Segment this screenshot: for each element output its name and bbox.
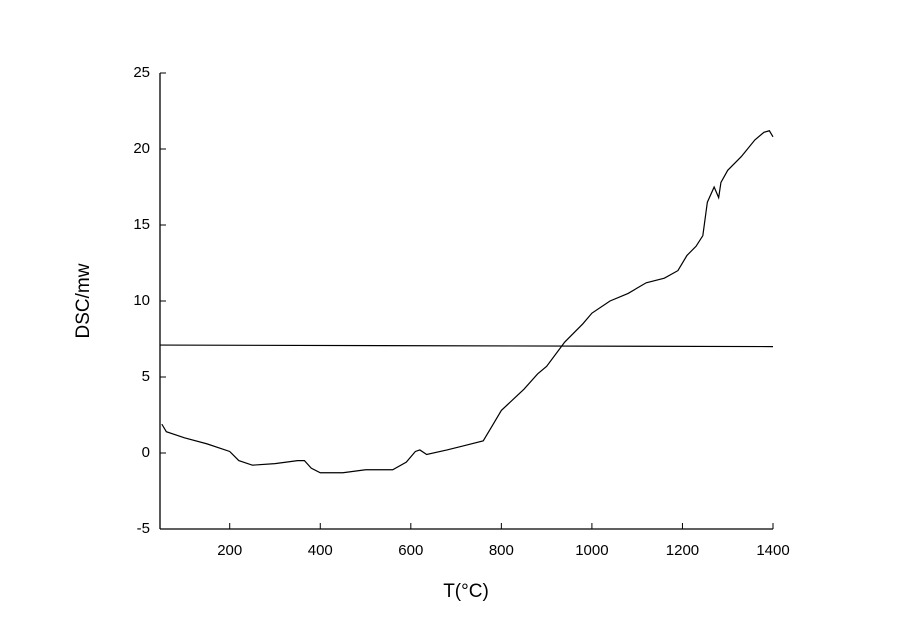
y-tick-label: 5: [142, 368, 150, 385]
x-tick-label: 400: [308, 542, 333, 559]
x-tick-label: 800: [489, 542, 514, 559]
y-axis-title: DSC/mw: [73, 263, 94, 338]
y-tick-label: 25: [133, 64, 150, 81]
x-tick-label: 1400: [756, 542, 789, 559]
y-tick-label: 15: [133, 216, 150, 233]
data-line: [159, 344, 774, 348]
x-tick-label: 1000: [575, 542, 608, 559]
y-tick-label: -5: [137, 520, 150, 537]
x-tick-label: 600: [398, 542, 423, 559]
data-line: [161, 130, 774, 474]
x-axis-title: T(°C): [443, 581, 489, 602]
x-tick-label: 200: [217, 542, 242, 559]
y-tick-label: 0: [142, 444, 150, 461]
y-tick-label: 20: [133, 140, 150, 157]
y-tick-label: 10: [133, 292, 150, 309]
x-tick-label: 1200: [666, 542, 699, 559]
